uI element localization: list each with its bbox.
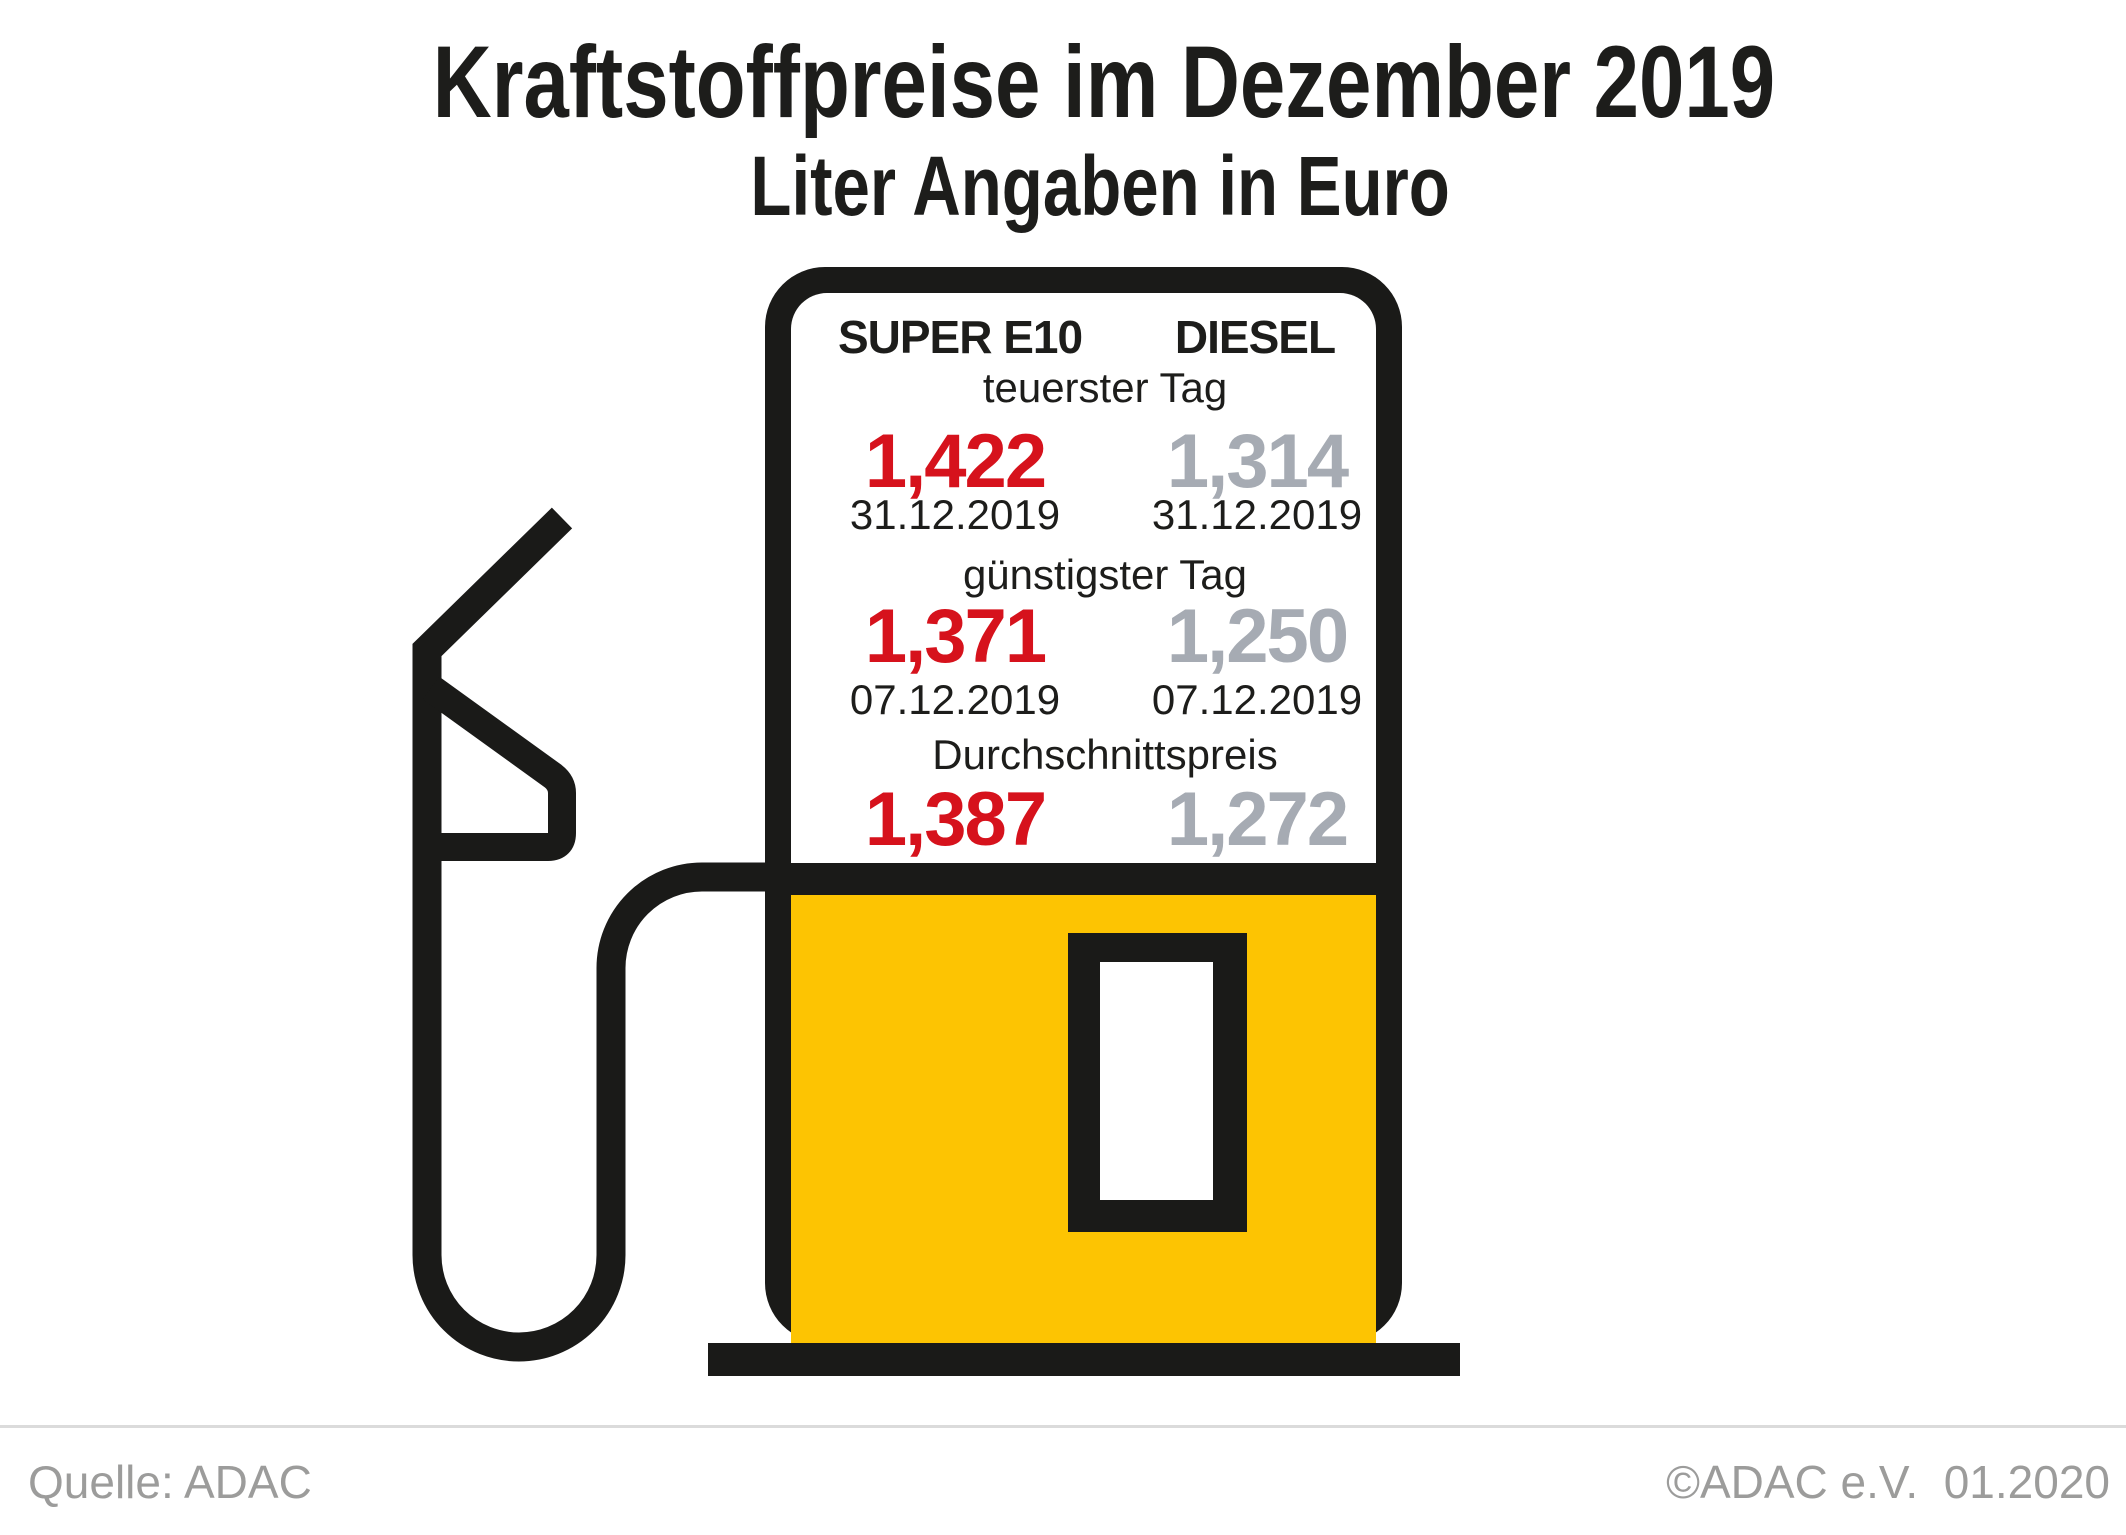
page-subtitle: Liter Angaben in Euro xyxy=(750,139,1450,233)
price-super-e10-avg: 1,387 xyxy=(864,777,1047,862)
footer-copyright: ©ADAC e.V. 01.2020 xyxy=(1666,1456,2110,1508)
price-diesel-max: 1,314 xyxy=(1166,419,1349,504)
row-label-cheapest-day: günstigster Tag xyxy=(962,551,1248,598)
price-diesel-min: 1,250 xyxy=(1166,594,1349,679)
pump-window xyxy=(1100,962,1213,1200)
price-super-e10-max: 1,422 xyxy=(864,419,1047,504)
nozzle-handle-icon xyxy=(422,676,576,861)
date-diesel-min: 07.12.2019 xyxy=(1151,676,1363,723)
date-diesel-max: 31.12.2019 xyxy=(1151,491,1363,538)
footer-divider xyxy=(0,1425,2126,1428)
footer-source: Quelle: ADAC xyxy=(28,1456,312,1508)
pump-base xyxy=(708,1343,1460,1376)
price-diesel-avg: 1,272 xyxy=(1166,777,1349,862)
pump-hose-and-nozzle-spout xyxy=(412,507,791,1362)
price-super-e10-min: 1,371 xyxy=(864,594,1047,679)
column-header-super-e10: SUPER E10 xyxy=(837,311,1083,363)
row-label-most-expensive-day: teuerster Tag xyxy=(982,364,1228,411)
column-header-diesel: DIESEL xyxy=(1174,311,1336,363)
row-label-average-price: Durchschnittspreis xyxy=(932,731,1278,778)
page-title: Kraftstoffpreise im Dezember 2019 xyxy=(432,25,1776,139)
date-super-e10-min: 07.12.2019 xyxy=(849,676,1061,723)
pump-divider-bar xyxy=(791,863,1376,895)
date-super-e10-max: 31.12.2019 xyxy=(849,491,1061,538)
